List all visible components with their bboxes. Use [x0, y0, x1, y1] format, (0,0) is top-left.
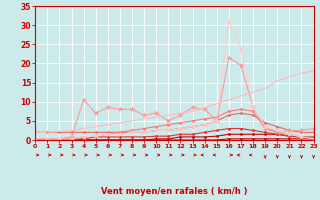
Text: Vent moyen/en rafales ( km/h ): Vent moyen/en rafales ( km/h ) [101, 187, 248, 196]
